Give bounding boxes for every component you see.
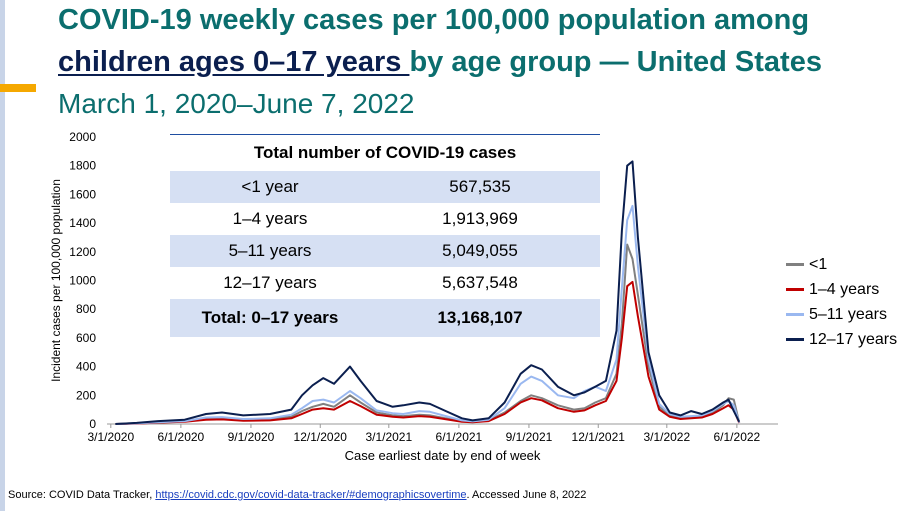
legend-item: <1 <box>786 252 897 277</box>
series-line-1 <box>115 280 741 425</box>
table-row: 1–4 years 1,913,969 <box>170 203 600 235</box>
legend-item: 12–17 years <box>786 327 897 352</box>
legend-label: 1–4 years <box>809 280 880 298</box>
row-value: 5,637,548 <box>442 273 518 292</box>
x-tick-label: 3/1/2021 <box>365 430 412 444</box>
x-tick-label: 12/1/2021 <box>572 430 626 444</box>
y-tick-label: 1600 <box>69 187 96 201</box>
subtitle: March 1, 2020–June 7, 2022 <box>58 88 415 119</box>
legend-label: <1 <box>809 255 828 273</box>
y-tick-label: 1200 <box>69 245 96 259</box>
total-label: Total: 0–17 years <box>201 308 339 327</box>
series-line-2 <box>115 204 741 425</box>
source-note: Source: COVID Data Tracker, https://covi… <box>8 489 586 501</box>
table-row: 5–11 years 5,049,055 <box>170 235 600 267</box>
y-tick-label: 2000 <box>69 130 96 144</box>
row-value: 1,913,969 <box>442 209 518 228</box>
row-label: 5–11 years <box>228 241 312 260</box>
table-row: 12–17 years 5,637,548 <box>170 267 600 299</box>
source-prefix: Source: COVID Data Tracker, <box>8 489 156 501</box>
left-edge-strip <box>0 0 5 511</box>
table-top-rule <box>170 134 600 135</box>
accent-bar <box>0 84 36 92</box>
y-axis-title: Incident cases per 100,000 population <box>49 179 63 382</box>
title-underlined-part: children ages 0–17 years <box>58 46 410 78</box>
row-label: 12–17 years <box>223 273 317 292</box>
row-value: 5,049,055 <box>442 241 518 260</box>
x-tick-label: 6/1/2021 <box>436 430 483 444</box>
legend-swatch-5-11 <box>786 313 804 316</box>
series-line-3 <box>115 160 741 425</box>
row-label: 1–4 years <box>232 209 308 228</box>
chart-legend: <1 1–4 years 5–11 years 12–17 years <box>786 252 897 352</box>
y-tick-label: 200 <box>76 388 96 402</box>
table-total-row: Total: 0–17 years 13,168,107 <box>170 299 600 337</box>
x-tick-label: 9/1/2020 <box>228 430 275 444</box>
legend-swatch-1-4 <box>786 288 804 291</box>
y-tick-label: 1800 <box>69 159 96 173</box>
case-totals-table: Total number of COVID-19 cases <1 year 5… <box>170 134 600 337</box>
title-rest: by age group — United States <box>409 46 822 78</box>
x-axis-title: Case earliest date by end of week <box>345 448 541 463</box>
y-tick-label: 400 <box>76 360 96 374</box>
y-tick-label: 1400 <box>69 216 96 230</box>
x-tick-label: 12/1/2020 <box>294 430 348 444</box>
source-suffix: . Accessed June 8, 2022 <box>466 489 587 501</box>
legend-item: 1–4 years <box>786 277 897 302</box>
legend-swatch-12-17 <box>786 338 804 341</box>
legend-label: 5–11 years <box>809 305 887 323</box>
x-tick-label: 6/1/2022 <box>714 430 761 444</box>
table-header: Total number of COVID-19 cases <box>253 143 517 162</box>
row-label: <1 year <box>241 177 299 196</box>
x-tick-label: 9/1/2021 <box>506 430 553 444</box>
legend-label: 12–17 years <box>809 330 898 348</box>
row-value: 567,535 <box>449 177 511 196</box>
x-tick-label: 3/1/2020 <box>87 430 134 444</box>
x-tick-label: 6/1/2020 <box>158 430 205 444</box>
y-tick-label: 600 <box>76 331 96 345</box>
total-value: 13,168,107 <box>437 308 523 327</box>
legend-item: 5–11 years <box>786 302 897 327</box>
source-link[interactable]: https://covid.cdc.gov/covid-data-tracker… <box>155 489 467 501</box>
title-line-2: children ages 0–17 years by age group — … <box>58 46 822 79</box>
table-row: <1 year 567,535 <box>170 171 600 203</box>
y-tick-label: 0 <box>89 417 96 431</box>
title-line-1: COVID-19 weekly cases per 100,000 popula… <box>58 4 810 36</box>
series-line-0 <box>115 243 741 425</box>
x-tick-label: 3/1/2022 <box>643 430 690 444</box>
legend-swatch-lt1 <box>786 263 804 266</box>
y-tick-label: 800 <box>76 302 96 316</box>
y-tick-label: 1000 <box>69 274 96 288</box>
